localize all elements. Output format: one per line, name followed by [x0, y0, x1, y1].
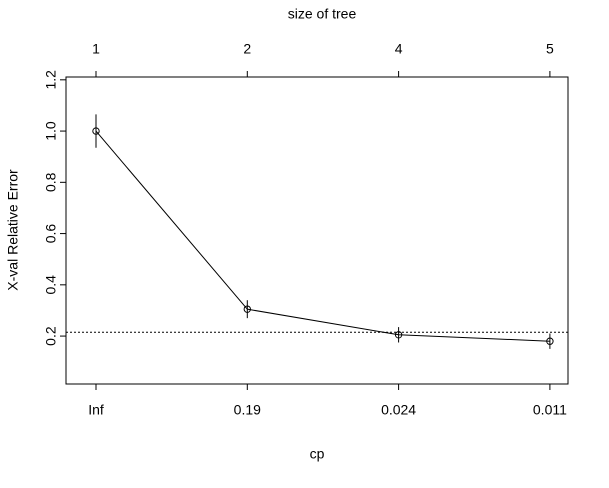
- y-tick-label: 0.4: [43, 275, 59, 295]
- x-tick-label: Inf: [88, 402, 104, 418]
- plot-frame: [65, 76, 569, 385]
- y-tick-label: 1.0: [43, 121, 59, 141]
- point: [546, 337, 554, 345]
- series-line: [95, 130, 550, 342]
- point: [92, 127, 100, 135]
- y-tick-label: 0.8: [43, 172, 59, 192]
- top-tick-label: 5: [546, 41, 554, 57]
- y-axis-title: X-val Relative Error: [5, 169, 21, 291]
- point: [243, 305, 252, 313]
- y-tick-label: 0.6: [43, 224, 59, 244]
- x-tick-label: 0.024: [381, 402, 416, 418]
- x-axis-title: cp: [310, 446, 325, 462]
- point: [394, 331, 403, 339]
- y-tick-label: 0.2: [43, 326, 59, 346]
- x-tick-label: 0.011: [533, 402, 567, 418]
- x-tick-label: 0.19: [234, 402, 261, 418]
- top-tick-label: 4: [395, 41, 403, 57]
- y-tick-label: 1.2: [43, 70, 59, 90]
- top-tick-label: 1: [92, 41, 100, 57]
- top-tick-label: 2: [243, 41, 251, 57]
- top-axis-title: size of tree: [288, 6, 357, 22]
